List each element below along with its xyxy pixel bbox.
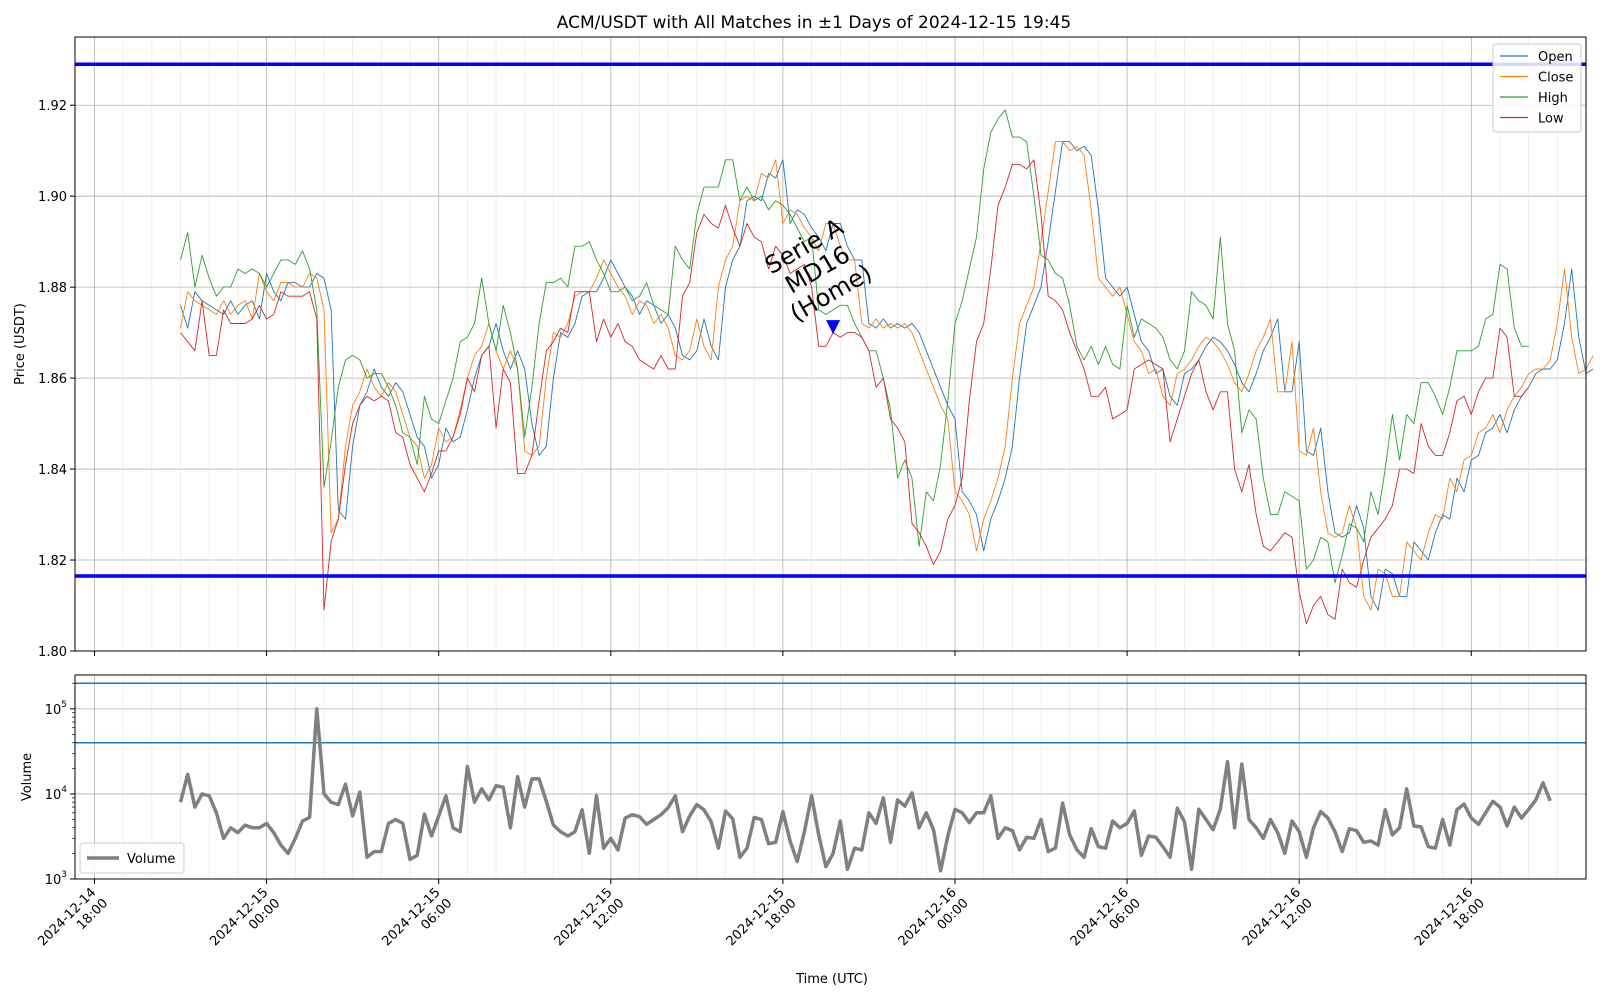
- price-y-tick-label: 1.90: [38, 190, 67, 205]
- price-y-tick-label: 1.92: [38, 99, 67, 114]
- price-y-tick-label: 1.84: [38, 463, 67, 478]
- volume-y-tick-label: 103: [45, 870, 67, 888]
- price-y-tick-label: 1.88: [38, 281, 67, 296]
- price-legend: Open Close High Low: [1492, 43, 1582, 133]
- chart-title: ACM/USDT with All Matches in ±1 Days of …: [557, 13, 1071, 33]
- volume-y-tick-base: 10: [45, 703, 62, 718]
- series-line-high: [180, 109, 1529, 584]
- price-y-label: Price (USDT): [13, 303, 28, 385]
- legend-label-low: Low: [1538, 112, 1564, 127]
- series-line-low: [180, 159, 1530, 625]
- volume-y-tick-base: 10: [45, 873, 62, 888]
- series-line-open: [180, 141, 1594, 611]
- price-lines: [180, 109, 1594, 625]
- price-legend-box: [1492, 43, 1582, 133]
- x-axis-label: Time (UTC): [795, 972, 868, 987]
- volume-plot-frame: [74, 674, 1587, 880]
- price-y-tick-label: 1.80: [38, 645, 67, 660]
- volume-grid: [75, 675, 1586, 880]
- price-x-ticks: [94, 651, 1472, 656]
- price-legend-items: Open Close High Low: [1500, 50, 1573, 127]
- price-y-axis: 1.80 1.82 1.84 1.86 1.88 1.90 1.92: [38, 99, 75, 660]
- price-y-tick-label: 1.86: [38, 372, 67, 387]
- volume-y-tick-exponent: 5: [61, 700, 67, 710]
- legend-label-open: Open: [1538, 50, 1573, 65]
- volume-series-line: [178, 707, 1552, 873]
- legend-label-close: Close: [1538, 71, 1573, 86]
- volume-threshold-lines: [75, 682, 1586, 744]
- volume-legend-label: Volume: [127, 852, 175, 867]
- volume-y-tick-label: 105: [45, 700, 67, 718]
- price-level-lines: [75, 62, 1586, 578]
- volume-y-tick-exponent: 3: [61, 870, 67, 880]
- legend-label-high: High: [1538, 91, 1568, 106]
- volume-line: [178, 707, 1552, 873]
- volume-y-tick-exponent: 4: [61, 785, 67, 795]
- match-marker-triangle: [826, 320, 841, 335]
- series-line-close: [180, 141, 1594, 611]
- price-y-tick-label: 1.82: [38, 554, 67, 569]
- volume-y-tick-label: 104: [45, 785, 68, 803]
- volume-y-label: Volume: [20, 753, 35, 801]
- volume-y-tick-base: 10: [45, 788, 62, 803]
- price-plot-frame: [74, 36, 1587, 652]
- volume-legend: Volume: [79, 842, 185, 874]
- volume-legend-box: [79, 842, 185, 874]
